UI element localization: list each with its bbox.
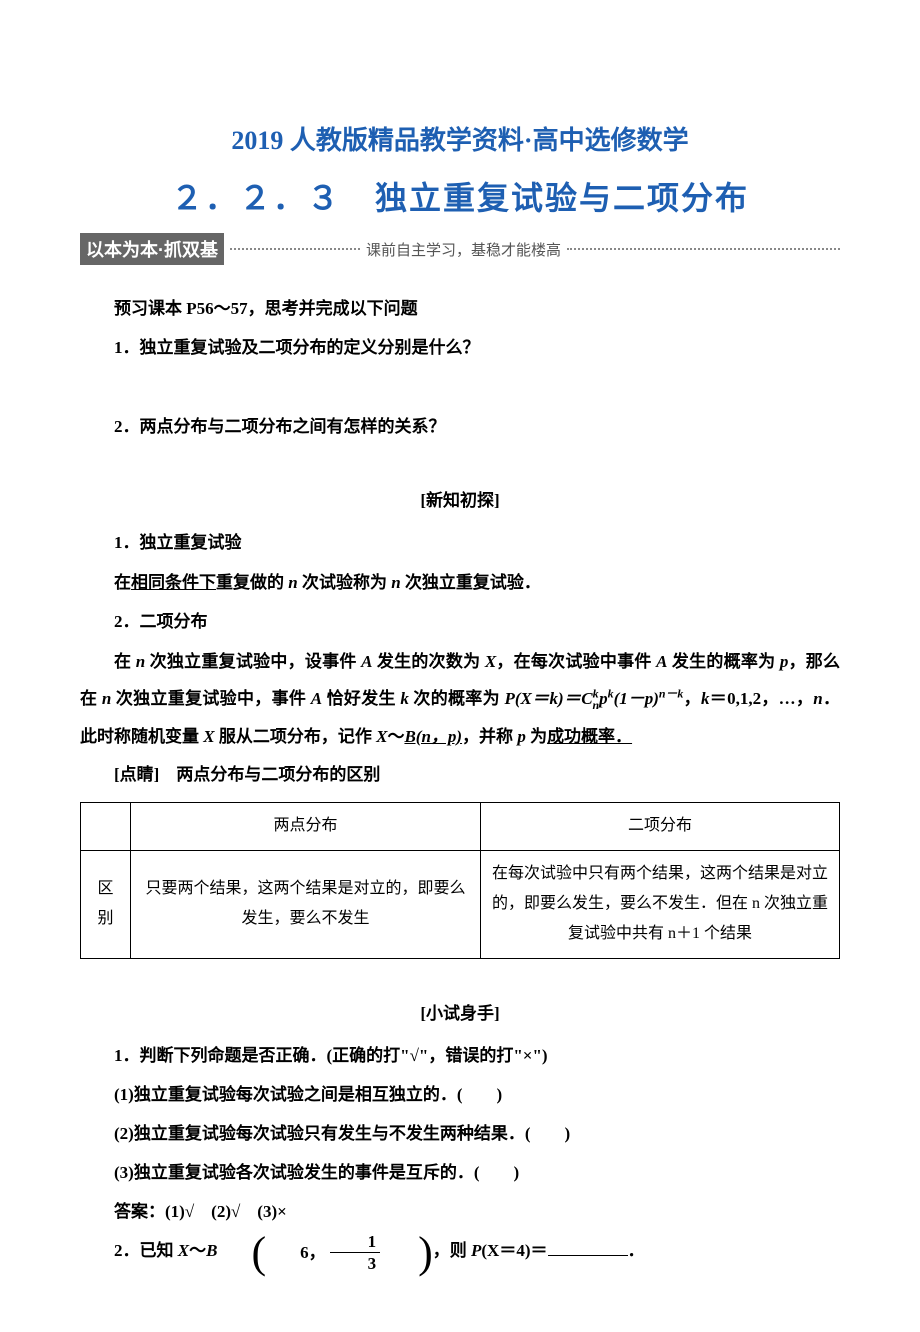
- banner-dots-left: [230, 248, 360, 250]
- banner-dots-right: [567, 248, 840, 250]
- p2-b: 次独立重复试验中，设事件: [145, 652, 361, 671]
- p2-l2f: 为: [526, 727, 547, 746]
- t1-2: (2)独立重复试验每次试验只有发生与不发生两种结果．( ): [80, 1114, 840, 1153]
- formula-rest: (1－p): [614, 689, 659, 708]
- frac-den: 3: [330, 1253, 381, 1272]
- preview-title: 预习课本 P56～57，思考并完成以下问题: [80, 289, 840, 328]
- t1-ans: 答案：(1)√ (2)√ (3)×: [80, 1192, 840, 1231]
- banner: 以本为本·抓双基 课前自主学习，基稳才能楼高: [80, 233, 840, 265]
- distribution-table: 两点分布 二项分布 区别 只要两个结果，这两个结果是对立的，即要么发生，要么不发…: [80, 802, 840, 959]
- formula-pk: P(X＝k)＝C: [504, 689, 592, 708]
- paragraph-1: 在相同条件下重复做的 n 次试验称为 n 次独立重复试验．: [80, 564, 840, 601]
- p2-c: 发生的次数为: [372, 652, 484, 671]
- p2-bn: B(n，p): [404, 727, 462, 746]
- section-title: ２．２．３ 独立重复试验与二项分布: [80, 173, 840, 219]
- t2-a: 2．已知: [114, 1241, 178, 1260]
- p2-success: 成功概率．: [547, 727, 632, 746]
- p2-l2b: ＝0,1,2，…，: [709, 689, 813, 708]
- big-paren: (6，13): [217, 1233, 432, 1272]
- t2-c: 6，: [266, 1233, 326, 1272]
- paragraph-2: 在 n 次独立重复试验中，设事件 A 发生的次数为 X，在每次试验中事件 A 发…: [80, 643, 840, 755]
- p1-b3: 次独立重复试验．: [401, 573, 541, 592]
- frac-num: 1: [330, 1233, 381, 1253]
- t2-b: ～: [189, 1241, 206, 1260]
- p1-b: 重复做的: [216, 573, 288, 592]
- td-cell3: 在每次试验中只有两个结果，这两个结果是对立的，即要么发生，要么不发生．但在 n …: [481, 850, 840, 958]
- th-binomial: 二项分布: [481, 803, 840, 850]
- p1-a: 在: [114, 573, 131, 592]
- banner-box: 以本为本·抓双基: [80, 233, 224, 265]
- p2-h: 恰好发生: [322, 689, 400, 708]
- td-row-label: 区别: [81, 850, 131, 958]
- t2-f: ．: [628, 1241, 645, 1260]
- t2-d: ，则: [433, 1241, 471, 1260]
- t1: 1．判断下列命题是否正确．(正确的打"√"，错误的打"×"): [80, 1036, 840, 1075]
- p2-g: 次独立重复试验中，事件: [111, 689, 310, 708]
- th-two-point: 两点分布: [131, 803, 481, 850]
- blank: [548, 1239, 628, 1256]
- dianjing: [点睛] 两点分布与二项分布的区别: [80, 755, 840, 794]
- p2-e: 发生的概率为: [667, 652, 779, 671]
- heading-1: 1．独立重复试验: [80, 523, 840, 562]
- p1-b2: 次试验称为: [298, 573, 392, 592]
- p2-l2a: ，: [683, 689, 701, 708]
- heading-2: 2．二项分布: [80, 602, 840, 641]
- p2-a: 在: [114, 652, 136, 671]
- new-knowledge-heading: [新知初探]: [80, 486, 840, 511]
- p2-d: ，在每次试验中事件: [496, 652, 656, 671]
- t2: 2．已知 X～B(6，13)，则 P(X＝4)＝．: [80, 1231, 840, 1272]
- td-cell2: 只要两个结果，这两个结果是对立的，即要么发生，要么不发生: [131, 850, 481, 958]
- p2-l2d: 服从二项分布，记作: [215, 727, 377, 746]
- t1-1: (1)独立重复试验每次试验之间是相互独立的．( ): [80, 1075, 840, 1114]
- t2-e: (X＝4)＝: [481, 1241, 547, 1260]
- question-1: 1．独立重复试验及二项分布的定义分别是什么？: [80, 328, 840, 367]
- t1-3: (3)独立重复试验各次试验发生的事件是互斥的．( ): [80, 1153, 840, 1192]
- banner-tag: 课前自主学习，基稳才能楼高: [366, 239, 561, 260]
- doc-header: 2019 人教版精品教学资料·高中选修数学: [80, 120, 840, 157]
- fraction: 13: [330, 1233, 381, 1272]
- th-empty: [81, 803, 131, 850]
- tryout-heading: [小试身手]: [80, 999, 840, 1024]
- p2-i: 次的概率为: [409, 689, 505, 708]
- question-2: 2．两点分布与二项分布之间有怎样的关系？: [80, 407, 840, 446]
- p2-l2e: ，并称: [462, 727, 517, 746]
- p1-underline: 相同条件下: [131, 573, 216, 592]
